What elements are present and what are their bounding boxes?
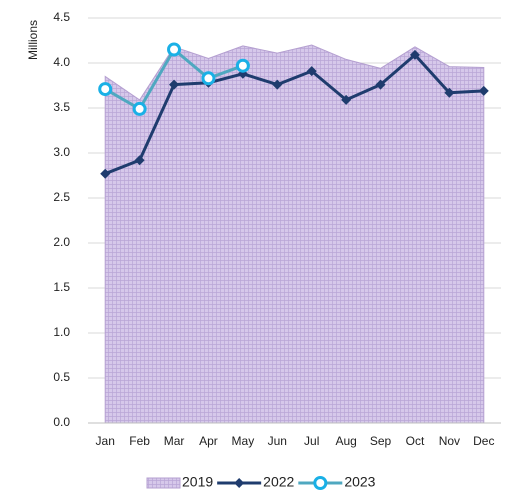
legend: 2019 2022 2023 [146,474,376,490]
data-point [132,101,147,116]
data-point [169,79,180,90]
x-tick-label: Jun [268,434,287,448]
data-point [167,42,182,57]
data-point [235,58,250,73]
data-point [375,79,386,90]
area [104,44,485,424]
x-tick-label: Jan [96,434,115,448]
x-tick-label: Dec [473,434,494,448]
y-tick-label: 1.5 [53,280,70,294]
data-point [409,49,420,60]
x-tick-label: Apr [199,434,218,448]
x-tick-label: Sep [370,434,392,448]
data-point [272,79,283,90]
data-point [201,71,216,86]
legend-marker [313,476,328,490]
y-tick-label: 0.0 [53,415,70,429]
legend-label: 2022 [263,474,294,490]
data-point [98,82,113,97]
legend-label: 2019 [182,474,213,490]
y-tick-label: 0.5 [53,370,70,384]
legend-label: 2023 [344,474,375,490]
legend-swatch [146,477,181,489]
x-tick-label: May [232,434,255,448]
y-tick-label: 1.0 [53,325,70,339]
x-tick-label: Nov [439,434,460,448]
y-tick-label: 4.5 [53,10,70,24]
data-point [341,94,352,105]
y-tick-label: 3.5 [53,100,70,114]
data-point [306,66,317,77]
x-tick-label: Jul [304,434,319,448]
y-tick-label: 2.5 [53,190,70,204]
legend-marker [234,478,245,488]
data-point [444,87,455,98]
line [104,53,484,176]
y-tick-label: 3.0 [53,145,70,159]
y-tick-label: 2.0 [53,235,70,249]
x-tick-label: Feb [129,434,150,448]
x-tick-label: Mar [164,434,185,448]
y-axis-label: Millions [26,20,40,60]
data-point [478,85,489,96]
y-tick-label: 4.0 [53,55,70,69]
data-point [100,168,111,179]
x-tick-label: Aug [335,434,356,448]
data-point [134,155,145,166]
x-tick-label: Oct [406,434,425,448]
